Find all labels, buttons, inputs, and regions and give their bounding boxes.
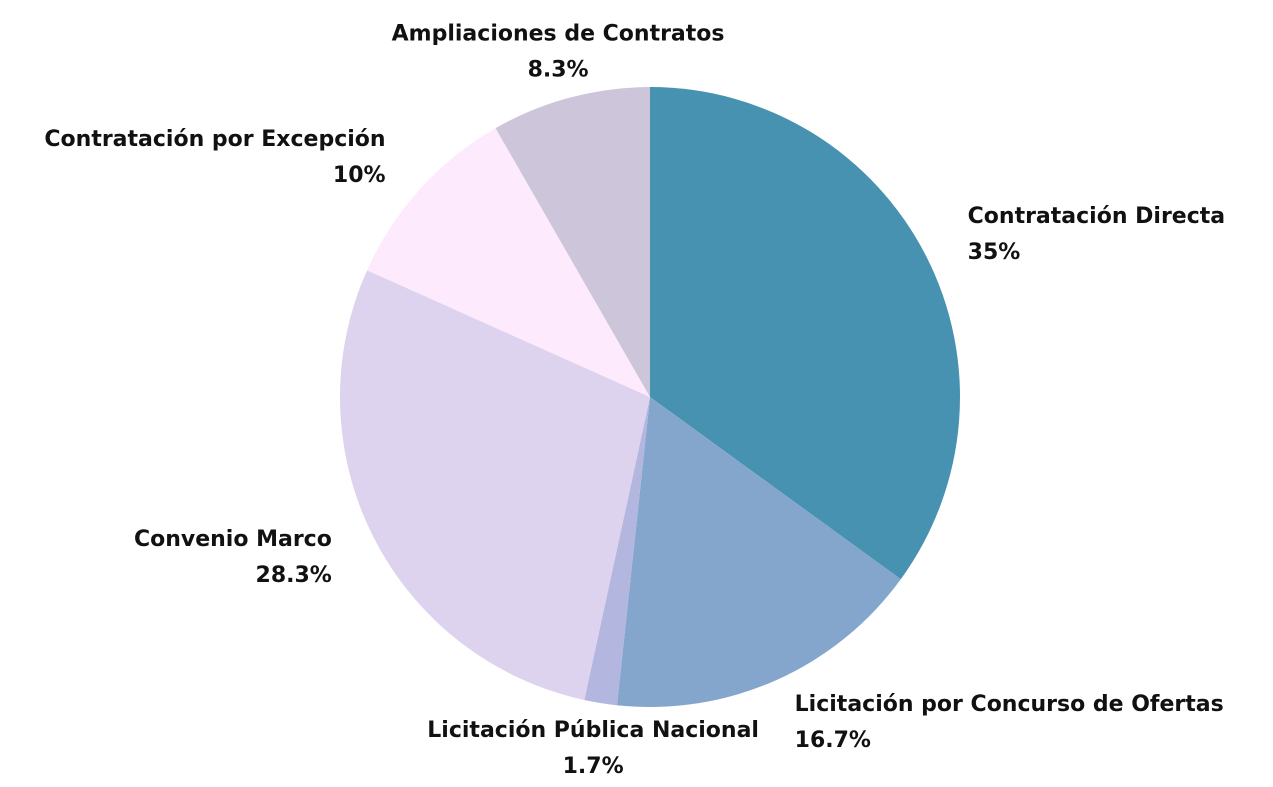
pie-slice <box>495 87 650 397</box>
slice-value-label: 8.3% <box>528 58 589 83</box>
slice-label: Licitación Pública Nacional <box>427 718 759 743</box>
slice-label: Convenio Marco <box>134 527 332 552</box>
slice-value-label: 28.3% <box>256 563 332 588</box>
slice-label: Contratación por Excepción <box>44 127 385 152</box>
slice-label: Licitación por Concurso de Ofertas <box>795 692 1224 717</box>
slice-label: Contratación Directa <box>968 204 1226 229</box>
pie-slice <box>616 397 901 707</box>
pie-slice <box>584 397 650 706</box>
slice-value-label: 16.7% <box>795 728 871 753</box>
slice-value-label: 35% <box>968 240 1021 265</box>
pie-slice <box>339 270 650 700</box>
slice-value-label: 10% <box>333 163 386 188</box>
slice-value-label: 1.7% <box>563 754 624 779</box>
pie-slice <box>650 87 960 580</box>
pie-slice <box>367 128 650 398</box>
slice-label: Ampliaciones de Contratos <box>392 22 725 47</box>
